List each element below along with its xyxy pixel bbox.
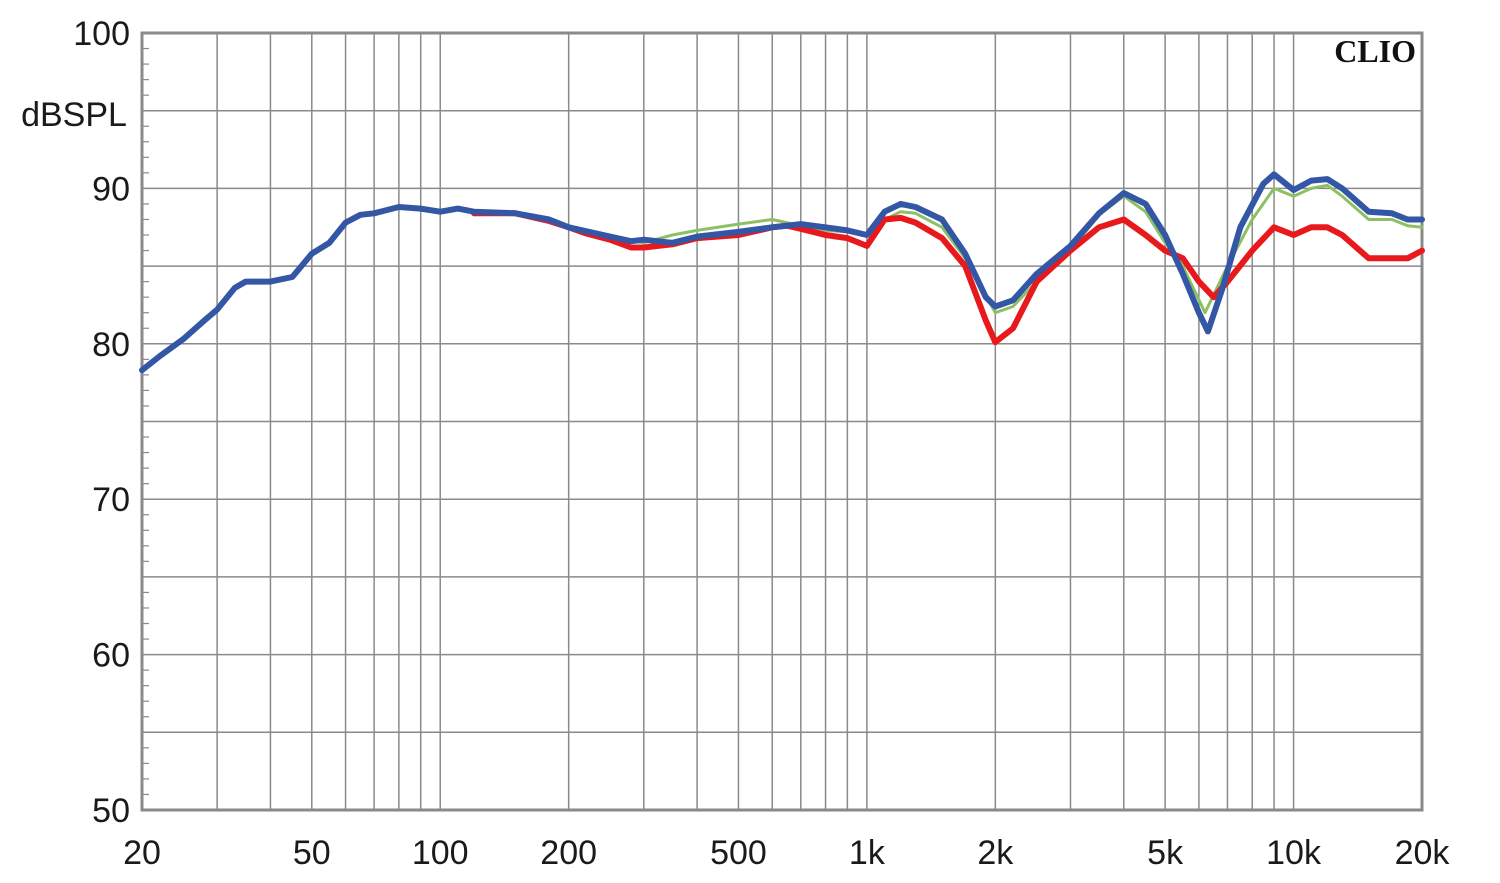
y-tick-label: 60 bbox=[92, 637, 130, 675]
x-tick-label: 200 bbox=[540, 834, 597, 872]
x-tick-label: 50 bbox=[293, 834, 331, 872]
plot-frame bbox=[140, 31, 1424, 812]
y-tick-labels: 100 90 80 70 60 50 bbox=[73, 15, 130, 830]
series-layer bbox=[139, 171, 1425, 374]
y-tick-label: 100 bbox=[73, 15, 130, 53]
series-line-2 bbox=[471, 210, 1425, 346]
y-axis-label: dBSPL bbox=[21, 96, 127, 134]
x-tick-labels: 20 50 100 200 500 1k 2k 5k 10k 20k bbox=[123, 834, 1450, 872]
y-tick-label: 90 bbox=[92, 170, 130, 208]
y-tick-label: 50 bbox=[92, 792, 130, 830]
y-tick-label: 70 bbox=[92, 481, 130, 519]
x-tick-label: 100 bbox=[412, 834, 469, 872]
series-line-3 bbox=[139, 171, 1425, 374]
x-tick-label: 20k bbox=[1395, 834, 1451, 872]
series-line-1 bbox=[472, 183, 1424, 315]
x-tick-label: 500 bbox=[710, 834, 767, 872]
y-tick-label: 80 bbox=[92, 326, 130, 364]
x-tick-label: 2k bbox=[977, 834, 1014, 872]
x-tick-label: 5k bbox=[1147, 834, 1184, 872]
clio-brand-label: CLIO bbox=[1334, 33, 1416, 69]
grid-lines bbox=[142, 33, 1422, 810]
x-tick-label: 20 bbox=[123, 834, 161, 872]
x-tick-label: 10k bbox=[1266, 834, 1322, 872]
x-tick-label: 1k bbox=[849, 834, 886, 872]
